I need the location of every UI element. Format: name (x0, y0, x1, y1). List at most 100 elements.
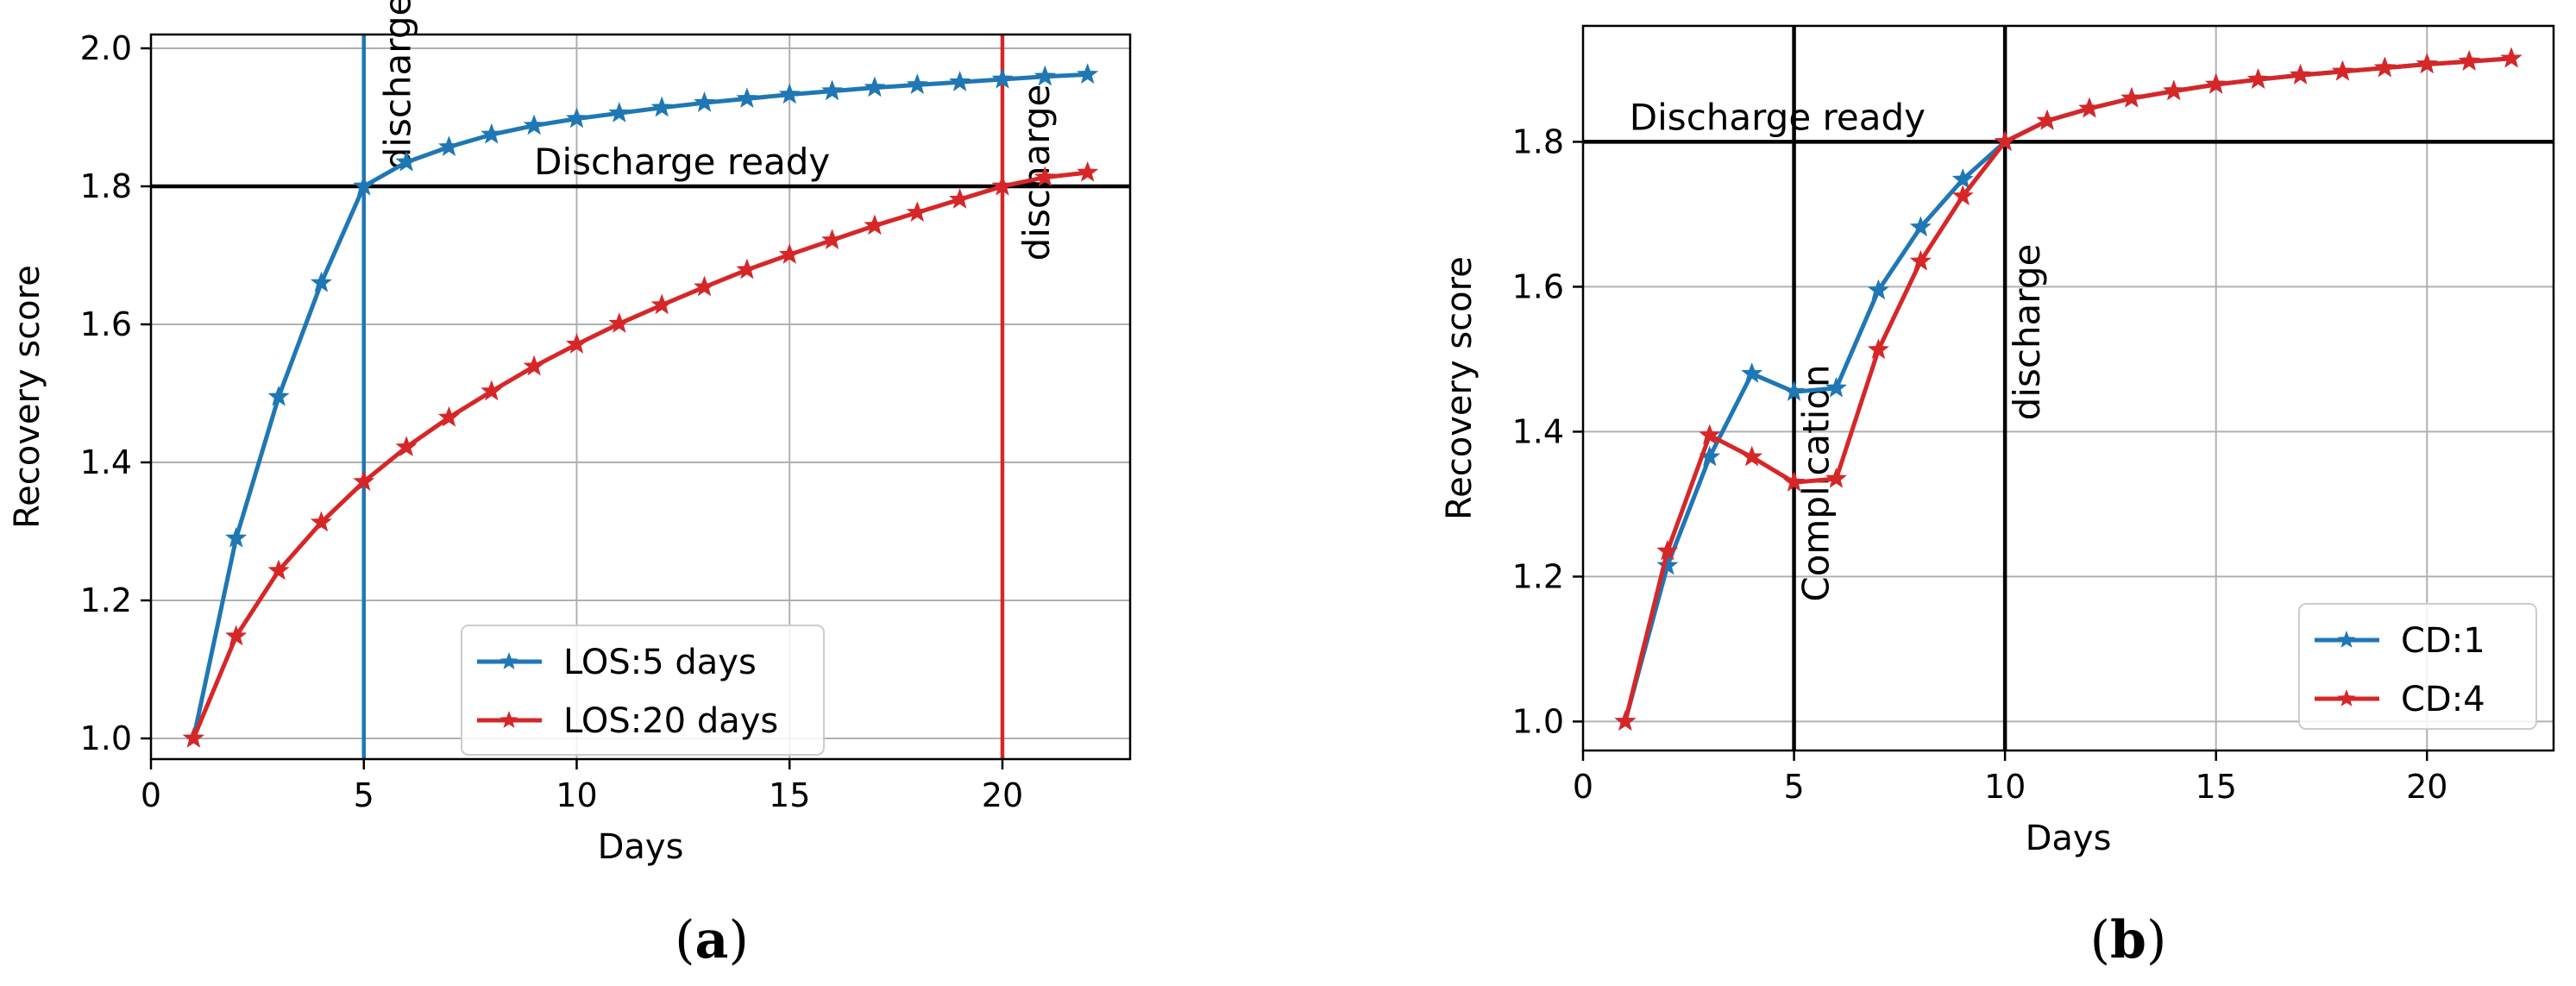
data-point (1909, 216, 1932, 237)
data-point (1614, 710, 1637, 732)
legend-label: CD:4 (2401, 680, 2485, 719)
panel-caption: (b) (2090, 910, 2167, 970)
data-point (523, 355, 545, 376)
y-axis-label: Recovery score (8, 265, 47, 529)
legend-marker (2337, 631, 2356, 648)
data-point (1909, 249, 1932, 271)
data-point (2163, 79, 2185, 101)
x-axis-label: Days (598, 827, 684, 867)
series-line-cd-4 (1623, 56, 2512, 723)
data-point (778, 83, 801, 104)
data-point (2416, 53, 2438, 74)
y-tick-label: 1.0 (80, 719, 132, 757)
data-point (650, 293, 673, 315)
chart-panel-a: Discharge ready discharge discharge 0 5 10 15 2… (8, 0, 1132, 970)
x-tick-label: 5 (354, 776, 374, 814)
discharge-ready-label: Discharge ready (534, 141, 830, 183)
data-point (1034, 65, 1056, 86)
data-point (267, 385, 290, 406)
vline-label-discharge: discharge (2006, 244, 2048, 421)
data-point (523, 114, 545, 135)
data-point (2290, 63, 2312, 85)
data-point (1077, 160, 1099, 182)
data-point (906, 201, 928, 223)
y-tick-label: 1.4 (1512, 412, 1564, 450)
data-point (1741, 445, 1763, 467)
data-point (267, 559, 290, 581)
plot-frame (1581, 24, 2555, 752)
data-point (225, 625, 248, 646)
data-point (736, 258, 758, 279)
data-point (1077, 63, 1099, 85)
data-point (864, 76, 886, 97)
x-tick-label: 0 (1573, 768, 1593, 806)
plot-frame (149, 33, 1132, 761)
data-point (1867, 338, 1889, 360)
legend-marker (499, 652, 518, 669)
x-tick-label: 20 (2406, 768, 2447, 806)
x-tick-label: 0 (141, 776, 161, 814)
data-point (1825, 376, 1847, 398)
data-point (481, 122, 503, 144)
data-point (182, 726, 204, 748)
x-tick-label: 10 (556, 776, 597, 814)
y-tick-label: 1.8 (80, 167, 132, 205)
legend-box (461, 625, 825, 756)
data-point (694, 91, 716, 112)
series-line-los-5-days (191, 72, 1088, 739)
data-point (608, 312, 631, 333)
data-point (1994, 130, 2016, 152)
data-point (395, 436, 418, 457)
data-point (1867, 279, 1889, 300)
series-line-los-20-days (191, 170, 1088, 739)
y-axis-label: Recovery score (1440, 256, 1480, 520)
legend: CD:1 CD:4 (2298, 603, 2537, 730)
data-point (991, 174, 1014, 196)
y-tick-label: 1.6 (80, 305, 132, 343)
y-tick-label: 1.2 (1512, 557, 1564, 595)
data-point (1951, 185, 1974, 206)
panel-caption: (a) (675, 910, 749, 970)
data-point (1656, 539, 1679, 561)
panel-caption-letter: a (695, 910, 729, 970)
data-point (1034, 166, 1056, 187)
y-tick-label: 1.0 (1512, 702, 1564, 740)
data-point (2205, 72, 2227, 94)
data-point (864, 214, 886, 236)
discharge-ready-label: Discharge ready (1630, 96, 1926, 138)
data-point (1741, 362, 1763, 383)
y-tick-label: 1.2 (80, 581, 132, 619)
x-tick-label: 15 (2196, 768, 2237, 806)
panel-caption-letter: b (2110, 910, 2146, 970)
y-tick-label: 1.8 (1512, 122, 1564, 160)
data-point (353, 470, 375, 492)
data-point (821, 229, 844, 250)
data-point (991, 67, 1014, 89)
data-point (2078, 97, 2101, 118)
data-point (736, 87, 758, 109)
y-tick-label: 2.0 (80, 29, 132, 67)
data-point (565, 333, 587, 354)
data-point (395, 150, 418, 172)
data-point (565, 107, 587, 129)
legend-label: LOS:20 days (563, 701, 778, 741)
data-point (1699, 424, 1721, 445)
data-point (608, 102, 631, 122)
data-point (1783, 471, 1806, 492)
x-axis-label: Days (2026, 819, 2112, 858)
legend-marker (2337, 689, 2356, 707)
data-point (225, 526, 248, 548)
vline-label-discharge: discharge (377, 0, 419, 170)
x-tick-label: 15 (769, 776, 810, 814)
data-point (650, 96, 673, 117)
legend: LOS:5 days LOS:20 days (461, 625, 825, 756)
data-point (1656, 554, 1679, 575)
data-point (353, 174, 375, 196)
data-point (1783, 380, 1806, 401)
data-point (310, 271, 332, 292)
data-point (949, 188, 971, 209)
data-point (2500, 47, 2523, 68)
legend-label: LOS:5 days (563, 643, 757, 682)
